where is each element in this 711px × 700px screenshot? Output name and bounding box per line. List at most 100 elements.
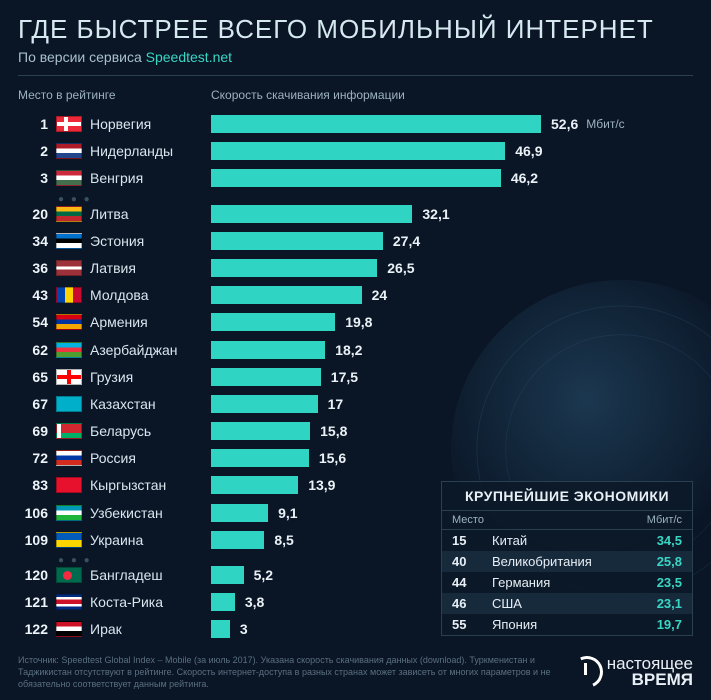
bar-row: 27,4 (211, 229, 693, 253)
data-bar (211, 476, 298, 494)
rank-number: 121 (18, 594, 48, 610)
flag-icon (56, 314, 82, 330)
rank-number: 83 (18, 477, 48, 493)
econ-country: Китай (492, 533, 636, 548)
flag-icon (56, 567, 82, 583)
data-bar (211, 368, 321, 386)
rank-number: 109 (18, 532, 48, 548)
data-bar (211, 313, 335, 331)
country-name: Азербайджан (90, 342, 178, 358)
data-bar (211, 142, 505, 160)
rank-row: 122 Ирак (18, 617, 193, 641)
bar-value: 18,2 (335, 342, 362, 358)
bar-row: 46,9 (211, 139, 693, 163)
rank-row: 2 Нидерланды (18, 139, 193, 163)
flag-icon (56, 477, 82, 493)
econ-value: 23,5 (636, 575, 682, 590)
rank-row: 62 Азербайджан (18, 338, 193, 362)
bar-row: 17 (211, 392, 693, 416)
bar-row: 17,5 (211, 365, 693, 389)
country-name: Венгрия (90, 170, 143, 186)
country-name: Кыргызстан (90, 477, 166, 493)
flag-icon (56, 423, 82, 439)
rank-number: 72 (18, 450, 48, 466)
publisher-logo: настоящее ВРЕМЯ (571, 656, 693, 688)
logo-line2: ВРЕМЯ (632, 670, 693, 689)
country-name: Украина (90, 532, 143, 548)
rank-column: Место в рейтинге 1 Норвегия 2 Нидерланды 3 Ве… (18, 88, 193, 645)
econ-rank: 55 (452, 617, 492, 632)
flag-icon (56, 116, 82, 132)
econ-rank: 44 (452, 575, 492, 590)
bar-row: 15,6 (211, 446, 693, 470)
rank-number: 34 (18, 233, 48, 249)
economies-title: КРУПНЕЙШИЕ ЭКОНОМИКИ (442, 482, 692, 510)
rank-number: 1 (18, 116, 48, 132)
country-name: Ирак (90, 621, 122, 637)
rank-number: 62 (18, 342, 48, 358)
bar-value: 17 (328, 396, 344, 412)
rank-number: 2 (18, 143, 48, 159)
country-name: Норвегия (90, 116, 151, 132)
rank-row: 3 Венгрия (18, 166, 193, 190)
data-bar (211, 232, 383, 250)
flag-icon (56, 206, 82, 222)
country-name: Беларусь (90, 423, 151, 439)
country-name: Молдова (90, 287, 149, 303)
bar-value: 19,8 (345, 314, 372, 330)
rank-number: 106 (18, 505, 48, 521)
country-name: Узбекистан (90, 505, 163, 521)
rank-header: Место в рейтинге (18, 88, 193, 102)
bar-value: 32,1 (422, 206, 449, 222)
bar-row: 26,5 (211, 256, 693, 280)
rank-number: 3 (18, 170, 48, 186)
rank-number: 67 (18, 396, 48, 412)
flag-icon (56, 505, 82, 521)
data-bar (211, 593, 235, 611)
clock-icon (571, 656, 603, 688)
country-name: Россия (90, 450, 136, 466)
subtitle-prefix: По версии сервиса (18, 49, 146, 65)
rank-row: 120 Бангладеш (18, 563, 193, 587)
source-link[interactable]: Speedtest.net (146, 49, 232, 65)
flag-icon (56, 143, 82, 159)
unit-label: Мбит/с (586, 117, 624, 131)
flag-icon (56, 621, 82, 637)
data-bar (211, 259, 377, 277)
country-name: Нидерланды (90, 143, 173, 159)
flag-icon (56, 233, 82, 249)
econ-row: 15Китай34,5 (442, 530, 692, 551)
bar-value: 15,8 (320, 423, 347, 439)
rank-row: 121 Коста-Рика (18, 590, 193, 614)
bar-row: 24 (211, 283, 693, 307)
rank-row: 34Эстония (18, 229, 193, 253)
econ-country: Германия (492, 575, 636, 590)
bar-value: 24 (372, 287, 388, 303)
subtitle: По версии сервиса Speedtest.net (18, 49, 693, 65)
rank-row: 20Литва (18, 202, 193, 226)
data-bar (211, 422, 310, 440)
bar-row: 46,2 (211, 166, 693, 190)
flag-icon (56, 369, 82, 385)
bar-value: 3 (240, 621, 248, 637)
flag-icon (56, 594, 82, 610)
rank-row: 109 Украина (18, 528, 193, 552)
data-bar (211, 449, 309, 467)
bar-value: 8,5 (274, 532, 293, 548)
bar-row: 32,1 (211, 202, 693, 226)
rank-number: 54 (18, 314, 48, 330)
country-name: Коста-Рика (90, 594, 163, 610)
econ-value: 23,1 (636, 596, 682, 611)
flag-icon (56, 170, 82, 186)
data-bar (211, 115, 541, 133)
econ-value: 19,7 (636, 617, 682, 632)
rank-number: 122 (18, 621, 48, 637)
rank-number: 120 (18, 567, 48, 583)
country-name: Бангладеш (90, 567, 163, 583)
country-name: Армения (90, 314, 148, 330)
rank-row: 1 Норвегия (18, 112, 193, 136)
econ-row: 40Великобритания25,8 (442, 551, 692, 572)
bar-value: 27,4 (393, 233, 420, 249)
economies-box: КРУПНЕЙШИЕ ЭКОНОМИКИ Место Мбит/с 15Кита… (441, 481, 693, 636)
bar-value: 3,8 (245, 594, 264, 610)
